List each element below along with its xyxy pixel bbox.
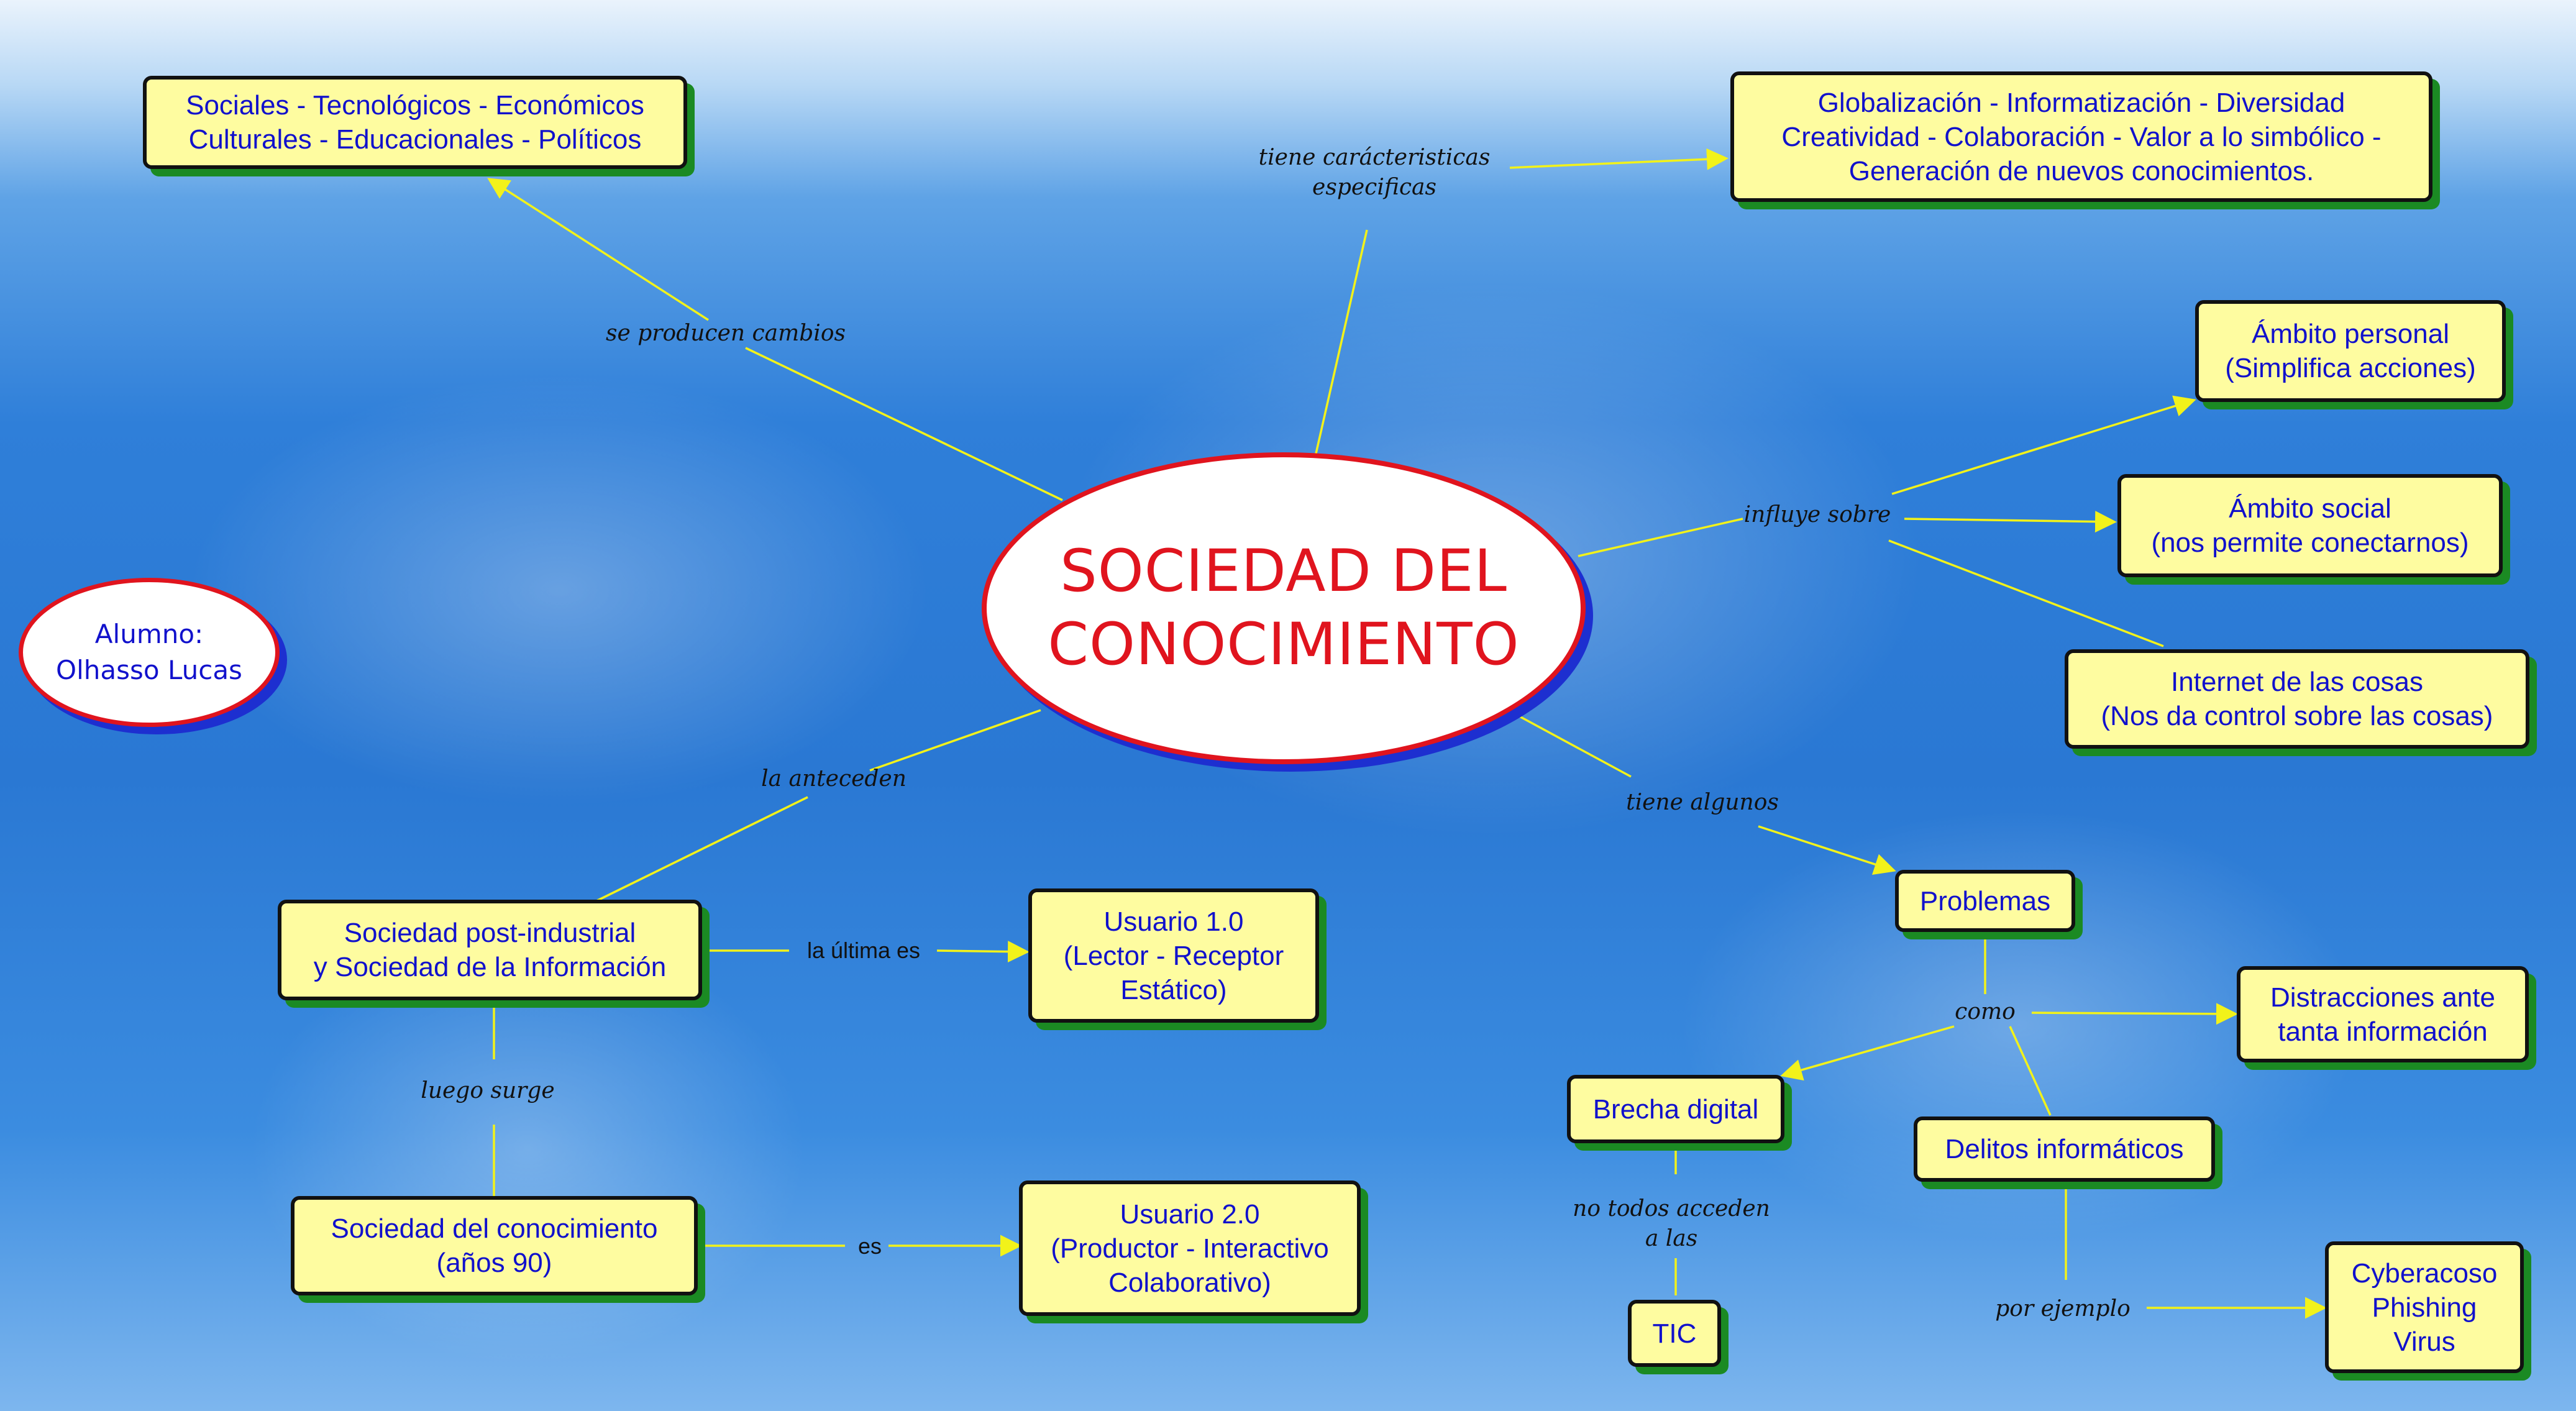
concept-usuario-1: Usuario 1.0 (Lector - Receptor Estático) (1028, 888, 1319, 1023)
link-text: especificas (1312, 175, 1436, 200)
concept-delitos: Delitos informáticos (1914, 1116, 2215, 1182)
concept-text: Colaborativo) (1108, 1267, 1271, 1298)
concept-text: Ámbito personal (2252, 319, 2449, 349)
link-text: influye sobre (1743, 502, 1891, 527)
link-text: la última es (806, 938, 921, 963)
concept-text: Problemas (1919, 885, 2051, 916)
concept-text: Sociedad post-industrial (344, 918, 636, 948)
concept-brecha-digital: Brecha digital (1567, 1075, 1784, 1143)
link-no-todos: no todos acceden a las (1573, 1194, 1770, 1254)
author-line-1: Alumno: (94, 619, 204, 649)
line-como-to-delitos (2009, 1026, 2052, 1116)
concept-text: Globalización - Informatización - Divers… (1817, 87, 2345, 118)
link-luego: luego surge (421, 1076, 554, 1106)
concept-cambios: Sociales - Tecnológicos - Económicos Cul… (143, 76, 687, 169)
concept-ciber: Cyberacoso Phishing Virus (2325, 1241, 2524, 1373)
link-text: luego surge (421, 1078, 555, 1103)
line-center-to-caracteristicas-label (1315, 229, 1368, 454)
concept-text: tanta información (2278, 1016, 2488, 1047)
concept-text: Internet de las cosas (2170, 667, 2423, 697)
line-internet-cosas (1888, 539, 2164, 647)
concept-text: Ámbito social (2229, 493, 2391, 524)
arrow-problemas (1758, 825, 1896, 875)
concept-ambito-social: Ámbito social (nos permite conectarnos) (2117, 474, 2503, 577)
arrow-distracciones (2031, 1003, 2238, 1025)
concept-text: (Lector - Receptor (1063, 940, 1284, 971)
concept-post-industrial: Sociedad post-industrial y Sociedad de l… (278, 900, 702, 1000)
concept-text: Cyberacoso (2351, 1258, 2498, 1289)
link-caracteristicas: tiene carácteristicas especificas (1259, 143, 1491, 203)
concept-text: Delitos informáticos (1945, 1134, 2184, 1164)
concept-distracciones: Distracciones ante tanta información (2237, 966, 2529, 1062)
arrow-ambito-personal (1891, 395, 2196, 495)
concept-caracteristicas: Globalización - Informatización - Divers… (1730, 71, 2432, 202)
link-tiene-algunos: tiene algunos (1626, 788, 1779, 818)
line-anteceden-to-postindustrial (596, 796, 808, 902)
line-center-to-anteceden (869, 709, 1041, 772)
line-center-to-influye (1578, 518, 1743, 557)
concept-usuario-2: Usuario 2.0 (Productor - Interactivo Col… (1019, 1180, 1361, 1316)
link-como: como (1955, 997, 2016, 1027)
concept-text: (Nos da control sobre las cosas) (2101, 701, 2493, 731)
concept-sociedad-conocimiento: Sociedad del conocimiento (años 90) (291, 1196, 698, 1295)
concept-tic: TIC (1628, 1300, 1721, 1367)
concept-text: Phishing (2372, 1292, 2477, 1323)
link-text: no todos acceden (1573, 1196, 1770, 1221)
concept-text: TIC (1652, 1318, 1697, 1349)
link-text: la anteceden (761, 766, 907, 792)
author-badge: Alumno: Olhasso Lucas (19, 578, 280, 727)
concept-text: Estático) (1120, 974, 1227, 1005)
concept-text: Creatividad - Colaboración - Valor a lo … (1781, 121, 2382, 152)
concept-text: y Sociedad de la Información (313, 952, 667, 982)
concept-text: Distracciones ante (2270, 982, 2495, 1013)
concept-text: Sociales - Tecnológicos - Económicos (186, 90, 644, 121)
concept-problemas: Problemas (1895, 870, 2075, 932)
link-anteceden: la anteceden (761, 764, 907, 794)
link-text: a las (1645, 1226, 1698, 1251)
concept-text: Usuario 1.0 (1103, 906, 1244, 937)
concept-text: Virus (2393, 1326, 2455, 1357)
link-text: tiene algunos (1626, 790, 1779, 815)
link-text: se producen cambios (606, 321, 846, 346)
arrow-cambios (487, 178, 709, 321)
line-center-to-cambios-label (745, 347, 1063, 501)
link-por-ejemplo: por ejemplo (1995, 1294, 2131, 1324)
concept-text: (Simplifica acciones) (2225, 353, 2476, 383)
link-influye: influye sobre (1744, 500, 1891, 530)
line-center-to-tiene-algunos (1515, 713, 1632, 778)
concept-text: Usuario 2.0 (1120, 1199, 1260, 1230)
link-ultima: la última es (807, 936, 920, 966)
concept-text: (años 90) (436, 1248, 552, 1278)
link-text: es (857, 1233, 882, 1259)
arrow-caracteristicas (1509, 148, 1729, 170)
center-topic-line-2: CONOCIMIENTO (1048, 611, 1520, 678)
concept-text: (nos permite conectarnos) (2151, 527, 2469, 558)
concept-text: Brecha digital (1592, 1094, 1759, 1125)
link-cambios: se producen cambios (606, 319, 846, 349)
concept-internet-cosas: Internet de las cosas (Nos da control so… (2065, 649, 2529, 749)
arrow-brecha (1780, 1025, 1955, 1081)
link-text: tiene carácteristicas (1258, 145, 1491, 170)
concept-text: Generación de nuevos conocimientos. (1848, 155, 2314, 186)
center-topic: SOCIEDAD DEL CONOCIMIENTO (982, 452, 1586, 764)
center-topic-line-1: SOCIEDAD DEL (1060, 537, 1507, 605)
link-text: como (1955, 999, 2016, 1025)
concept-text: Sociedad del conocimiento (331, 1213, 658, 1244)
concept-text: Culturales - Educacionales - Políticos (188, 124, 642, 155)
concept-text: (Productor - Interactivo (1051, 1233, 1329, 1264)
arrow-usuario1 (936, 941, 1030, 963)
link-text: por ejemplo (1995, 1296, 2131, 1322)
author-line-2: Olhasso Lucas (56, 655, 242, 685)
arrow-ambito-social (1904, 511, 2117, 533)
link-es: es (858, 1231, 882, 1261)
concept-ambito-personal: Ámbito personal (Simplifica acciones) (2195, 300, 2506, 402)
